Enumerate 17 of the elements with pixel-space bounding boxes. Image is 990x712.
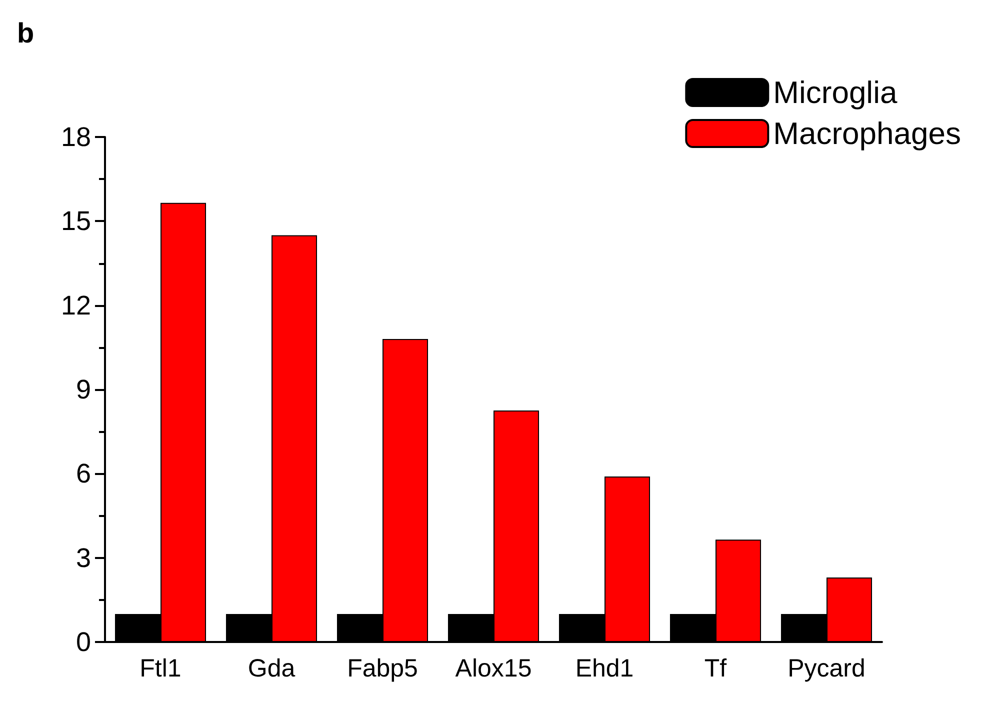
y-tick-label: 18 xyxy=(60,122,91,152)
y-tick-label: 15 xyxy=(60,206,91,236)
x-tick-label: Fabp5 xyxy=(347,654,418,682)
x-tick-label: Gda xyxy=(248,654,296,682)
y-tick-label: 6 xyxy=(76,458,91,489)
y-tick-label: 0 xyxy=(76,627,91,657)
y-tick-label: 9 xyxy=(76,374,91,404)
y-tick-label: 12 xyxy=(60,290,91,320)
x-tick-label: Pycard xyxy=(788,654,866,682)
chart-title: b xyxy=(17,18,34,48)
x-tick-label: Tf xyxy=(704,654,727,682)
legend-label: Macrophages xyxy=(773,116,962,151)
x-tick-label: Alox15 xyxy=(455,654,532,682)
x-tick-label: Ehd1 xyxy=(575,654,634,682)
x-tick-label: Ftl1 xyxy=(140,654,182,682)
y-tick-label: 3 xyxy=(76,542,91,573)
legend-label: Microglia xyxy=(773,75,898,110)
